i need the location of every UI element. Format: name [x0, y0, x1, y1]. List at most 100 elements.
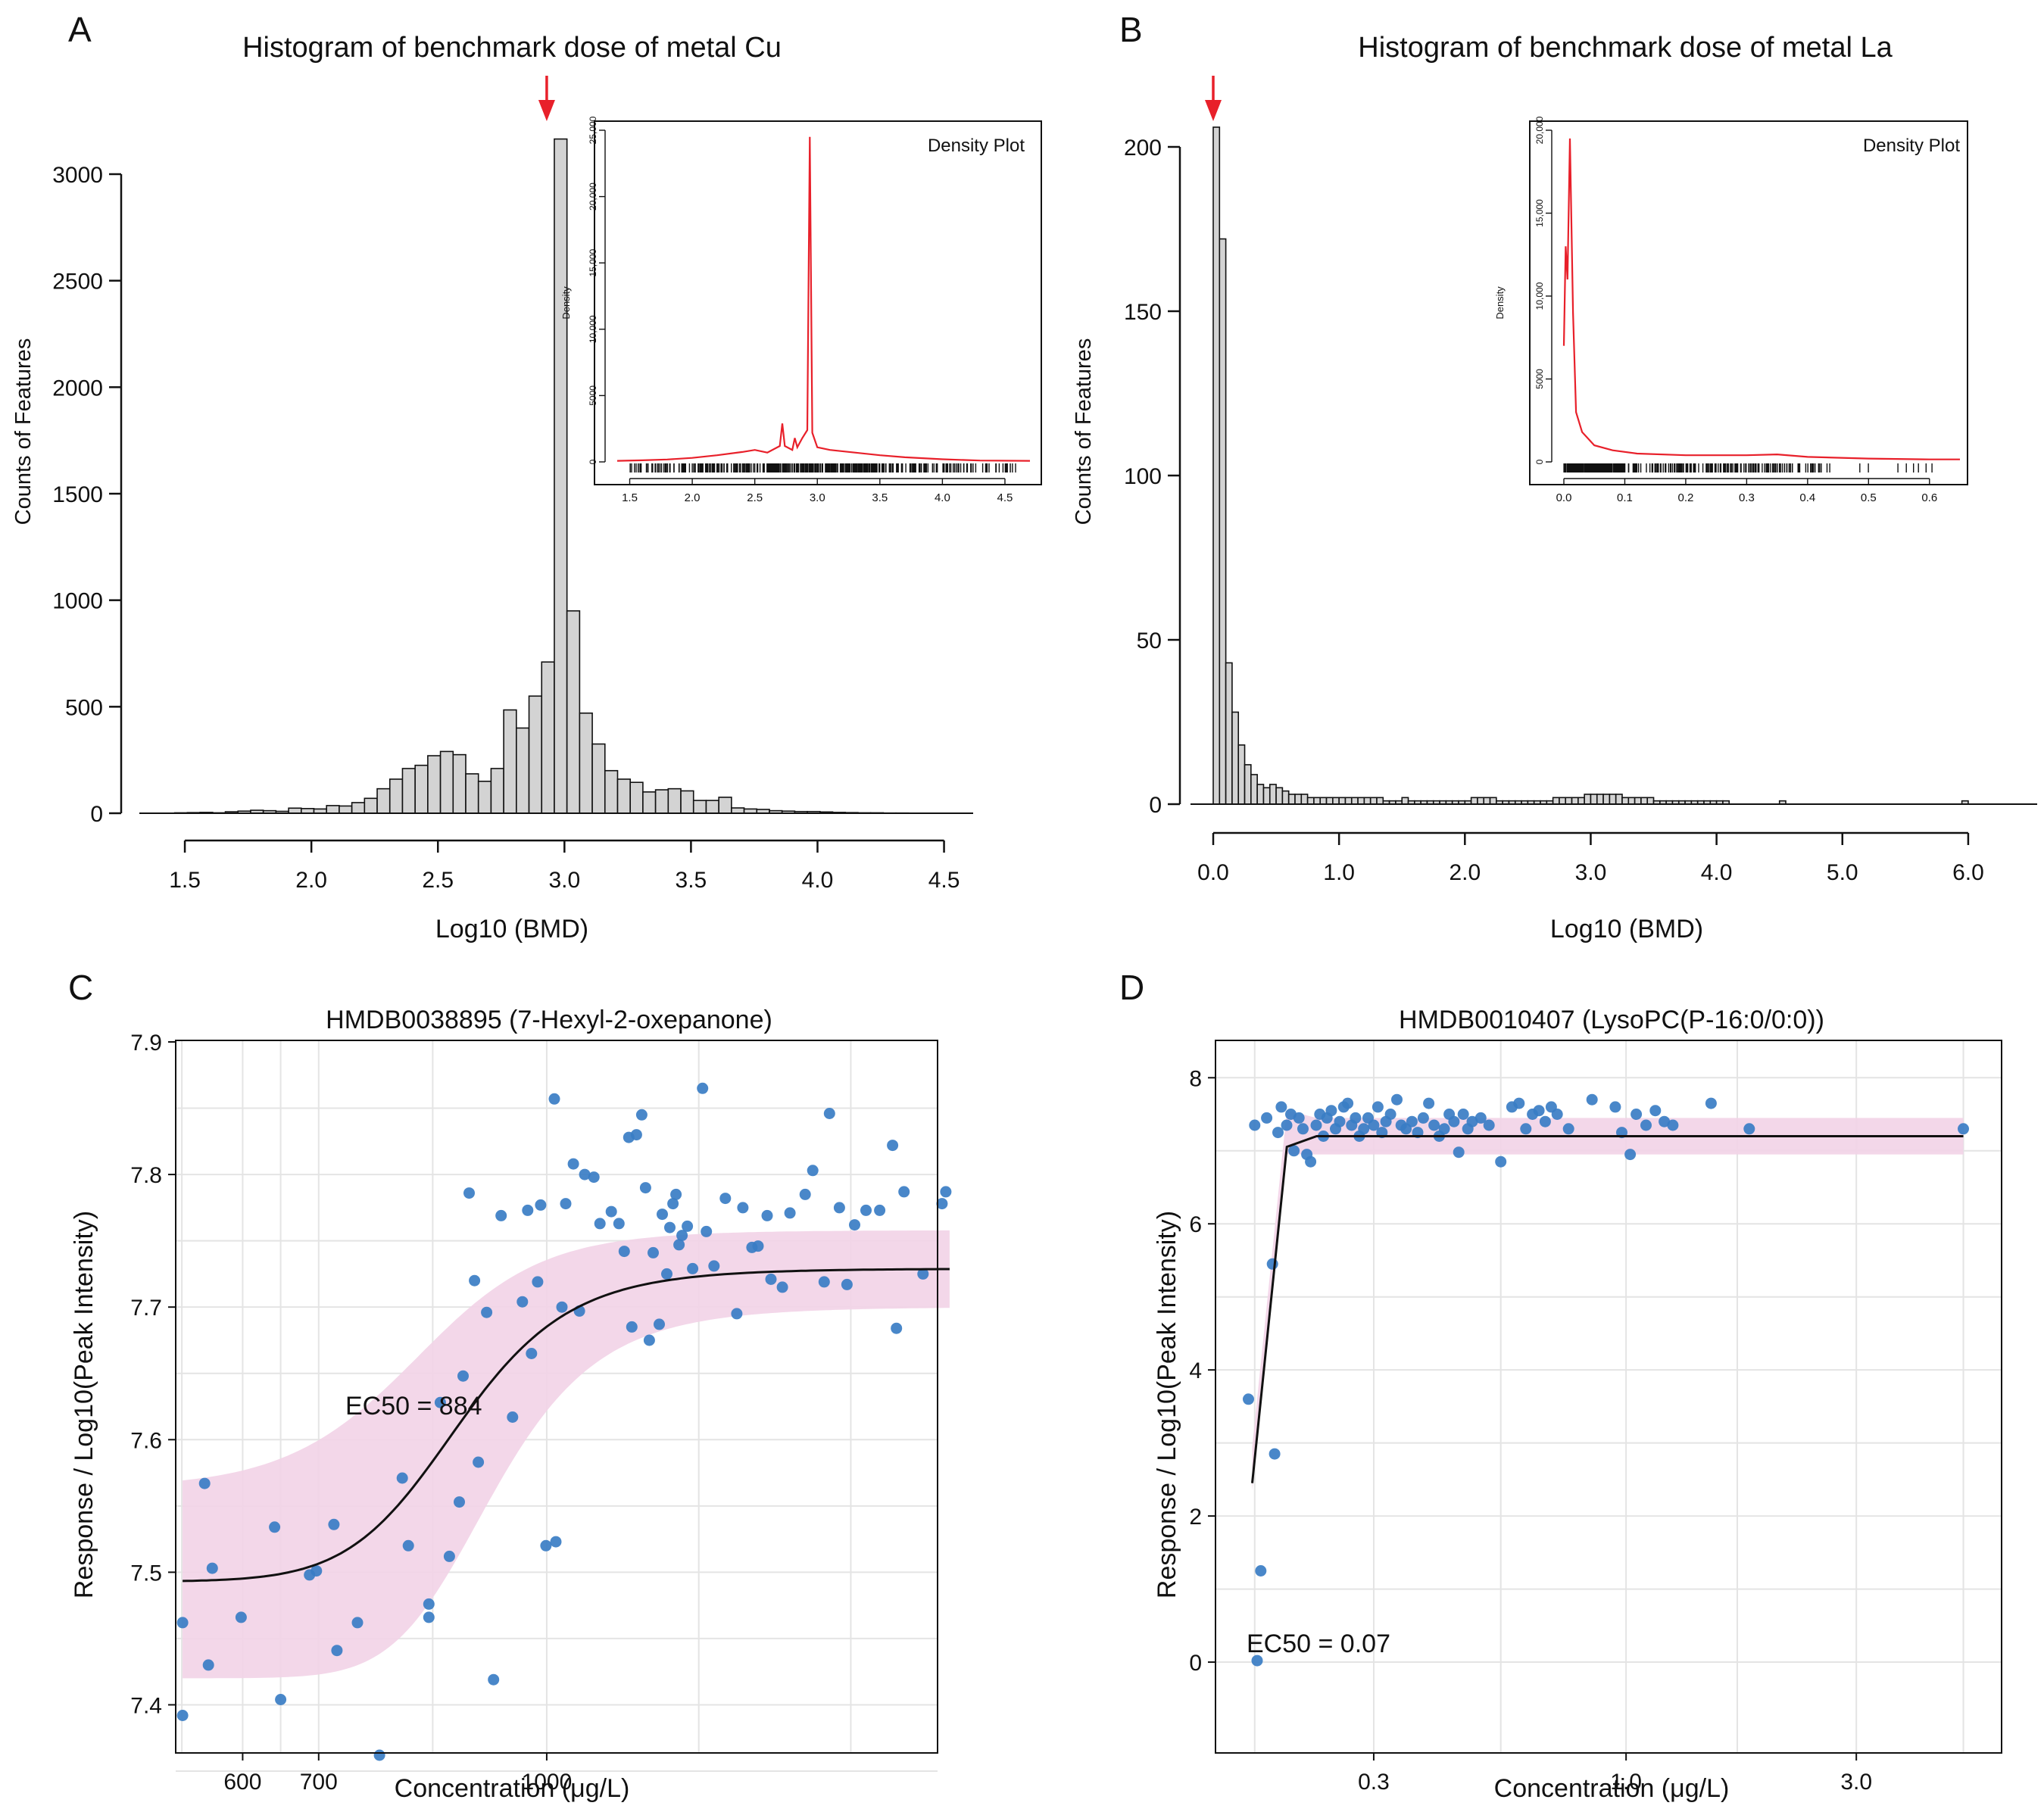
a-hist-bar [718, 797, 732, 814]
c-data-point [841, 1278, 853, 1290]
panel-label-d: D [1119, 968, 1144, 1007]
d-data-point [1423, 1097, 1435, 1109]
a-hist-bar [692, 800, 707, 814]
a-hist-bar [616, 778, 631, 814]
panel-d-ylabel: Response / Log10(Peak Intensity) [1153, 1211, 1181, 1598]
b-y-tick-label: 150 [1124, 300, 1162, 325]
c-data-point [540, 1539, 552, 1552]
c-data-point [202, 1659, 214, 1671]
b-hist-bar [1250, 774, 1258, 805]
a-hist-bar [376, 787, 391, 814]
c-data-point [667, 1198, 679, 1210]
c-data-point [807, 1165, 819, 1177]
a-peak-arrow-head [538, 100, 555, 121]
c-data-point [443, 1550, 455, 1562]
b-hist-bar [1477, 797, 1485, 805]
c-data-point [402, 1539, 414, 1552]
c-data-point [613, 1218, 625, 1230]
c-data-point [556, 1301, 568, 1313]
d-data-point [1288, 1145, 1300, 1157]
b-x-tick-label: 6.0 [1952, 860, 1984, 885]
b-hist-bar [1376, 797, 1384, 805]
c-y-tick-label: 7.8 [130, 1163, 162, 1188]
b-x-tick-label: 0.0 [1197, 860, 1229, 885]
c-data-point [687, 1262, 699, 1274]
b-x-tick-label: 2.0 [1449, 860, 1481, 885]
b-hist-bar [1231, 711, 1240, 805]
d-data-point [1586, 1093, 1598, 1106]
a-inset-y-tick-label: 5000 [588, 385, 598, 406]
panel-d-ec50-label: EC50 = 0.07 [1247, 1630, 1390, 1658]
d-x-tick-label: 3.0 [1840, 1770, 1872, 1795]
panel-b-inset-title: Density Plot [1863, 136, 1960, 156]
c-data-point [275, 1694, 287, 1705]
a-hist-bar [427, 755, 442, 814]
d-data-point [1562, 1123, 1574, 1135]
a-hist-bar [541, 661, 555, 814]
c-data-point [891, 1322, 903, 1334]
b-hist-bar [1401, 797, 1409, 805]
c-data-point [176, 1617, 189, 1629]
c-data-point [626, 1321, 638, 1333]
d-data-point [1251, 1655, 1263, 1667]
b-peak-arrow-head [1205, 100, 1222, 121]
a-hist-bar [604, 769, 619, 814]
b-hist-bar [1552, 797, 1560, 805]
a-hist-bar [490, 768, 504, 814]
d-data-point [1743, 1123, 1755, 1135]
a-x-tick-label: 2.0 [295, 868, 327, 893]
a-hist-bar [642, 791, 657, 814]
d-data-point [1334, 1115, 1346, 1127]
d-y-tick-label: 6 [1189, 1212, 1202, 1237]
d-data-point [1466, 1115, 1478, 1127]
d-data-point [1275, 1101, 1287, 1113]
d-data-point [1649, 1105, 1662, 1117]
b-inset-y-tick-label: 15,000 [1534, 199, 1545, 227]
c-data-point [765, 1273, 777, 1285]
panel-c-ylabel: Response / Log10(Peak Intensity) [70, 1211, 98, 1598]
a-inset-x-tick-label: 3.5 [872, 491, 888, 504]
d-plot-frame [1215, 1040, 2002, 1754]
b-hist-bar [1350, 797, 1359, 805]
a-hist-bar [439, 750, 454, 814]
d-x-tick-label: 0.3 [1358, 1770, 1390, 1795]
c-data-point [532, 1276, 544, 1288]
a-inset-density-line [616, 136, 1031, 462]
c-data-point [849, 1219, 860, 1231]
c-y-tick-label: 7.6 [130, 1428, 162, 1453]
d-x-tick-label: 1.0 [1610, 1770, 1642, 1795]
a-hist-bar [351, 802, 366, 814]
c-data-point [535, 1199, 547, 1211]
b-hist-bar [1219, 238, 1227, 805]
a-hist-bar [705, 800, 719, 814]
c-data-point [648, 1246, 659, 1258]
panel-a-inset-ylabel: Density [560, 286, 572, 320]
a-y-tick-label: 1500 [52, 482, 103, 507]
c-data-point [434, 1396, 446, 1408]
c-data-point [311, 1565, 323, 1577]
c-data-point [516, 1296, 529, 1308]
b-hist-bar [1363, 797, 1372, 805]
a-inset-x-tick-label: 3.0 [810, 491, 825, 504]
c-data-point [874, 1204, 886, 1216]
panel-label-c: C [68, 968, 93, 1007]
b-inset-x-tick-label: 0.2 [1677, 491, 1693, 504]
b-hist-bar [1483, 797, 1491, 805]
c-data-point [507, 1411, 519, 1423]
c-data-point [936, 1198, 948, 1210]
c-data-point [887, 1140, 899, 1152]
d-data-point [1483, 1119, 1495, 1131]
b-inset-y-tick-label: 5000 [1534, 369, 1545, 389]
c-data-point [396, 1472, 408, 1484]
c-data-point [618, 1246, 630, 1258]
b-hist-bar [1565, 797, 1573, 805]
c-data-point [351, 1617, 364, 1629]
b-y-tick-label: 50 [1137, 628, 1162, 653]
c-data-point [548, 1093, 560, 1105]
b-hist-bar [1313, 797, 1322, 805]
c-data-point [664, 1221, 676, 1233]
d-data-point [1448, 1115, 1460, 1127]
a-y-tick-label: 0 [90, 802, 103, 827]
c-data-point [423, 1611, 435, 1623]
c-data-point [630, 1129, 642, 1141]
